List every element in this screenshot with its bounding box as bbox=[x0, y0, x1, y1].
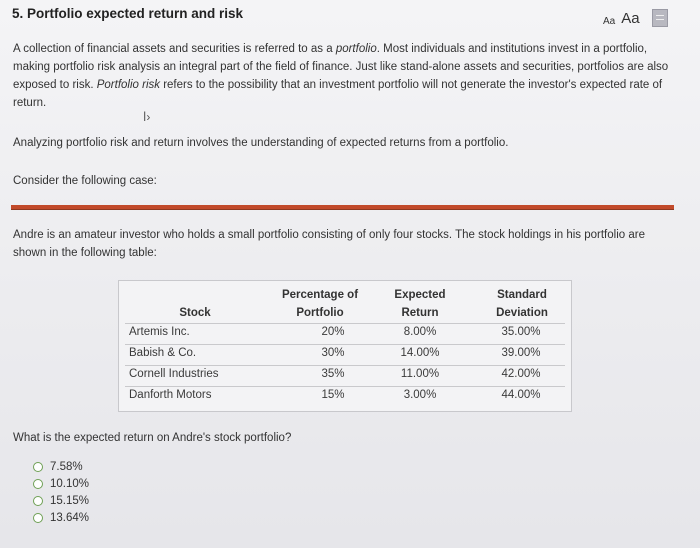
stock-name: Artemis Inc. bbox=[129, 326, 190, 338]
stock-expected-return: 11.00% bbox=[400, 368, 440, 380]
analysis-paragraph: Analyzing portfolio risk and return invo… bbox=[13, 137, 509, 149]
stock-standard-deviation: 39.00% bbox=[501, 347, 541, 359]
option-label: 15.15% bbox=[50, 495, 90, 507]
option-label: 10.10% bbox=[50, 478, 90, 490]
stock-standard-deviation: 42.00% bbox=[501, 368, 541, 380]
holdings-table bbox=[118, 280, 572, 412]
intro-text-2: . Most individuals and institutions inve… bbox=[13, 43, 669, 91]
answer-option[interactable]: 15.15% bbox=[33, 495, 89, 507]
case-intro: Consider the following case: bbox=[13, 175, 157, 187]
case-paragraph: Andre is an amateur investor who holds a… bbox=[13, 229, 645, 259]
document-icon[interactable] bbox=[651, 9, 668, 27]
radio-button[interactable] bbox=[33, 513, 43, 523]
intro-paragraph: A collection of financial assets and sec… bbox=[13, 40, 681, 112]
question-prompt: What is the expected return on Andre's s… bbox=[13, 432, 292, 444]
option-label: 7.58% bbox=[50, 461, 83, 473]
question-title: 5. Portfolio expected return and risk bbox=[12, 6, 244, 21]
stock-standard-deviation: 44.00% bbox=[501, 389, 541, 401]
header-return-line2: Return bbox=[401, 307, 439, 319]
radio-button[interactable] bbox=[33, 462, 43, 472]
header-stock: Stock bbox=[179, 307, 211, 319]
stock-expected-return: 14.00% bbox=[400, 347, 440, 359]
cursor-icon: ⅼ› bbox=[143, 110, 151, 124]
answer-option[interactable]: 13.64% bbox=[33, 512, 89, 524]
table-row: Cornell Industries 35% 11.00% 42.00% bbox=[125, 365, 565, 386]
stock-expected-return: 8.00% bbox=[403, 326, 437, 338]
answer-option[interactable]: 10.10% bbox=[33, 478, 89, 490]
stock-percentage: 35% bbox=[321, 368, 345, 380]
intro-term-portfolio: portfolio bbox=[335, 43, 377, 55]
header-standard-deviation: Standard Deviation bbox=[480, 286, 564, 322]
increase-font-button[interactable]: Aa bbox=[621, 10, 640, 27]
header-sd-line2: Deviation bbox=[496, 307, 548, 319]
table-row: Danforth Motors 15% 3.00% 44.00% bbox=[125, 386, 565, 407]
table-row: Artemis Inc. 20% 8.00% 35.00% bbox=[125, 323, 565, 344]
radio-button[interactable] bbox=[33, 496, 43, 506]
header-sd-line1: Standard bbox=[497, 289, 547, 301]
font-size-controls: Aa Aa bbox=[603, 9, 668, 27]
radio-button[interactable] bbox=[33, 479, 43, 489]
intro-term-portfolio-risk: Portfolio risk bbox=[96, 79, 161, 91]
header-percentage: Percentage of Portfolio bbox=[268, 286, 372, 322]
stock-percentage: 30% bbox=[321, 347, 345, 359]
stock-percentage: 20% bbox=[321, 326, 345, 338]
intro-text-1: A collection of financial assets and sec… bbox=[13, 43, 336, 55]
header-return-line1: Expected bbox=[394, 289, 446, 301]
intro-text-3: refers to the possibility that an invest… bbox=[13, 79, 663, 109]
header-percentage-line2: Portfolio bbox=[296, 307, 344, 319]
decrease-font-button[interactable]: Aa bbox=[603, 16, 616, 27]
table-row: Babish & Co. 30% 14.00% 39.00% bbox=[125, 344, 565, 365]
answer-option[interactable]: 7.58% bbox=[33, 461, 83, 473]
section-divider bbox=[11, 205, 674, 210]
stock-percentage: 15% bbox=[321, 389, 345, 401]
header-expected-return: Expected Return bbox=[380, 286, 460, 322]
stock-name: Cornell Industries bbox=[129, 368, 219, 380]
stock-name: Danforth Motors bbox=[129, 389, 212, 401]
stock-name: Babish & Co. bbox=[129, 347, 197, 359]
header-percentage-line1: Percentage of bbox=[281, 289, 359, 301]
stock-expected-return: 3.00% bbox=[403, 389, 437, 401]
stock-standard-deviation: 35.00% bbox=[501, 326, 541, 338]
option-label: 13.64% bbox=[50, 512, 90, 524]
